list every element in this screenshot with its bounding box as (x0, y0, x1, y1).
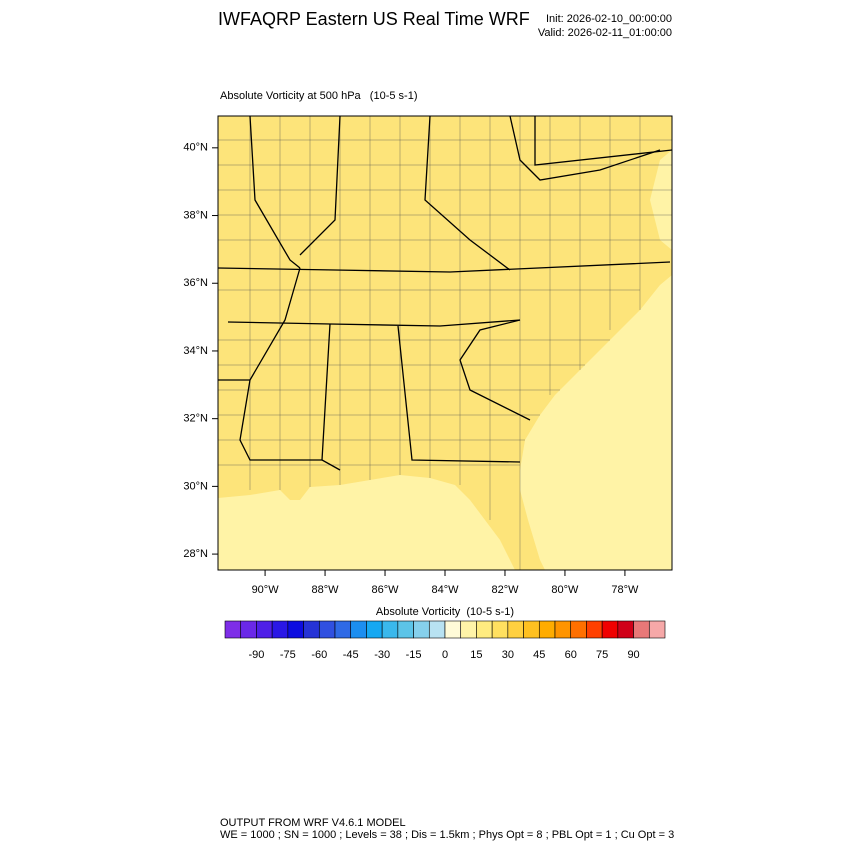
lon-tick-label: 84°W (431, 584, 459, 596)
colorbar-box (381, 620, 399, 639)
colorbar-box (554, 620, 572, 639)
colorbar-tick-label: 60 (565, 649, 577, 661)
lon-tick-label: 80°W (551, 584, 579, 596)
colorbar-box (507, 620, 524, 639)
colorbar-tick-label: -45 (343, 649, 359, 661)
map (217, 115, 673, 571)
colorbar-tick-label: -75 (280, 649, 296, 661)
colorbar-tick-label: 30 (502, 649, 514, 661)
lat-tick-label: 28°N (183, 548, 208, 560)
lat-tick-label: 34°N (183, 345, 208, 357)
lat-tick-label: 32°N (183, 413, 208, 425)
lat-tick-label: 38°N (183, 209, 208, 221)
colorbar-box (633, 620, 650, 639)
colorbar-box (224, 620, 242, 639)
subtitle: Absolute Vorticity at 500 hPa (10-5 s-1) (220, 90, 418, 102)
colorbar-box (256, 620, 273, 639)
colorbar-box (523, 620, 540, 639)
colorbar-box (413, 620, 430, 639)
colorbar-box (428, 620, 446, 639)
colorbar-box (586, 620, 603, 639)
colorbar-box (476, 620, 493, 639)
colorbar-box (318, 620, 336, 639)
lat-tick-label: 40°N (183, 142, 208, 154)
colorbar-title: Absolute Vorticity (10-5 s-1) (376, 606, 514, 618)
colorbar-box (271, 620, 289, 639)
colorbar-box (287, 620, 304, 639)
footer-line: OUTPUT FROM WRF V4.6.1 MODEL (220, 817, 406, 829)
title: IWFAQRP Eastern US Real Time WRF (218, 9, 530, 29)
lon-tick-label: 86°W (372, 584, 400, 596)
colorbar-tick-label: -90 (248, 649, 264, 661)
state-borders (217, 115, 673, 471)
colorbar-box (617, 620, 634, 639)
colorbar-tick-label: -30 (374, 649, 390, 661)
colorbar-box (334, 620, 352, 639)
lon-tick-label: 78°W (611, 584, 639, 596)
colorbar-box (366, 620, 383, 639)
colorbar-tick-label: 0 (442, 649, 448, 661)
colorbar-box (397, 620, 414, 639)
footer-line: WE = 1000 ; SN = 1000 ; Levels = 38 ; Di… (220, 829, 674, 841)
init-time: Init: 2026-02-10_00:00:00 (546, 13, 672, 25)
colorbar-box (648, 620, 666, 639)
land (218, 116, 672, 570)
colorbar-tick-label: -15 (406, 649, 422, 661)
colorbar-box (303, 620, 320, 639)
colorbar-box (444, 620, 462, 639)
colorbar-box (350, 620, 367, 639)
colorbar-tick-label: 15 (470, 649, 482, 661)
colorbar-box (570, 620, 587, 639)
valid-time: Valid: 2026-02-11_01:00:00 (538, 27, 672, 39)
lon-tick-label: 82°W (491, 584, 519, 596)
lon-tick-label: 88°W (312, 584, 340, 596)
colorbar-box (460, 620, 477, 639)
colorbar-tick-label: 90 (627, 649, 639, 661)
colorbar-box (491, 620, 509, 639)
lat-tick-label: 36°N (183, 277, 208, 289)
colorbar-box (601, 620, 619, 639)
colorbar-tick-label: 45 (533, 649, 545, 661)
colorbar-box (240, 620, 257, 639)
lon-tick-label: 90°W (252, 584, 280, 596)
lat-tick-label: 30°N (183, 480, 208, 492)
county-grid (218, 116, 672, 570)
colorbar-tick-label: -60 (311, 649, 327, 661)
colorbar-tick-label: 75 (596, 649, 608, 661)
colorbar-box (538, 620, 556, 639)
